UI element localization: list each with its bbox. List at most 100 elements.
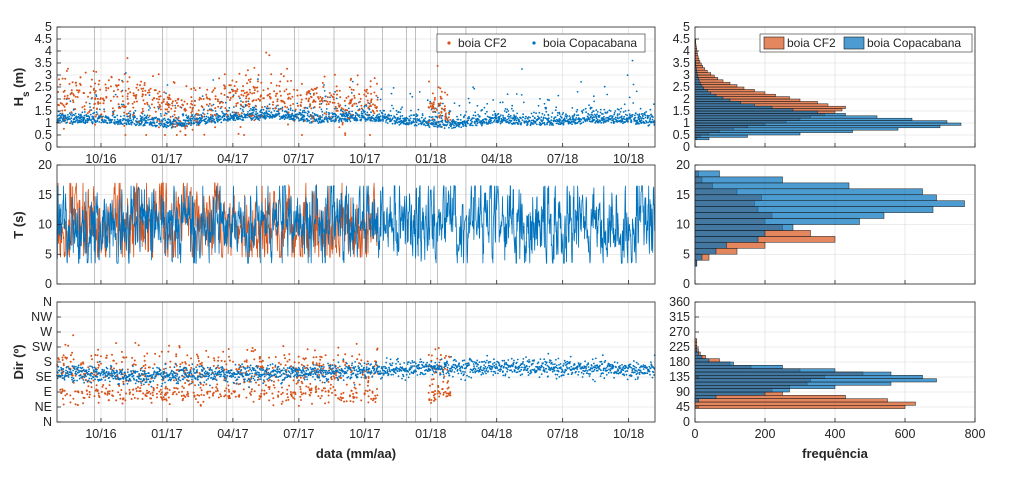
- copacabana-dir-point: [244, 378, 246, 380]
- copacabana-dir-point: [99, 374, 102, 377]
- copacabana-dir-point: [222, 369, 225, 372]
- cf2-hs-point: [167, 106, 170, 109]
- cf2-hs-point: [175, 134, 178, 136]
- cf2-dir-point: [137, 386, 139, 389]
- copacabana-hs-point: [180, 122, 183, 125]
- copacabana-hs-point: [239, 115, 242, 118]
- cf2-hs-point: [219, 101, 222, 103]
- cf2-hs-point: [255, 99, 258, 102]
- copacabana-hs-point: [590, 120, 592, 123]
- cf2-dir-point: [327, 389, 330, 392]
- copacabana-hs-point: [385, 121, 387, 123]
- cf2-hs-point: [359, 97, 362, 100]
- cf2-dir-point: [436, 357, 439, 360]
- copacabana-hs-point: [233, 113, 235, 116]
- cf2-dir-point: [277, 390, 280, 393]
- copacabana-hs-point: [129, 117, 132, 120]
- cf2-hs-point: [142, 110, 145, 113]
- copacabana-dir-point: [178, 376, 181, 378]
- copacabana-hs-point: [642, 115, 644, 117]
- cf2-hs-point: [59, 83, 62, 86]
- cf2-hs-point: [198, 98, 201, 101]
- cf2-hs-point: [279, 94, 282, 97]
- cf2-dir-point: [196, 355, 199, 358]
- cf2-hs-point: [91, 96, 93, 99]
- copacabana-hs-point: [289, 109, 292, 111]
- copacabana-hs-point: [650, 113, 652, 116]
- cf2-hs-point: [300, 82, 303, 85]
- copacabana-dir-point: [139, 369, 142, 372]
- copacabana-dir-point: [210, 376, 213, 379]
- cf2-dir-point: [225, 363, 228, 366]
- copacabana-hs-point: [378, 113, 381, 115]
- copacabana-hs-point: [414, 123, 417, 126]
- cf2-dir-point: [292, 391, 295, 394]
- copacabana-hs-point: [612, 120, 615, 123]
- copacabana-hs-point: [596, 111, 599, 113]
- copacabana-hs-point: [504, 108, 507, 110]
- cf2-hs-point: [217, 105, 220, 108]
- cf2-hs-point: [237, 112, 240, 114]
- copacabana-hs-point: [420, 116, 423, 119]
- cf2-dir-point: [281, 386, 283, 389]
- copacabana-hs-point: [57, 114, 60, 117]
- copacabana-hs-point: [107, 118, 110, 120]
- copacabana-hs-point: [638, 120, 641, 123]
- cf2-hs-point: [190, 100, 193, 103]
- copacabana-hs-point: [435, 123, 438, 126]
- copacabana-hs-point: [537, 104, 540, 107]
- copacabana-hs-point: [492, 117, 495, 120]
- cf2-hs-point: [253, 119, 256, 122]
- cf2-dir-point: [84, 379, 87, 381]
- copacabana-hs-point: [222, 112, 224, 115]
- copacabana-hs-point: [438, 120, 440, 123]
- copacabana-hs-point: [453, 121, 456, 124]
- copacabana-dir-point: [75, 370, 78, 373]
- copacabana-dir-point: [112, 374, 114, 377]
- copacabana-hs-point: [465, 125, 468, 127]
- copacabana-hs-point: [73, 118, 76, 121]
- copacabana-dir-point: [79, 374, 82, 377]
- cf2-dir-point: [211, 386, 214, 389]
- cf2-dir-point: [305, 385, 308, 388]
- copacabana-hs-point: [492, 99, 495, 101]
- copacabana-dir-point: [175, 379, 178, 382]
- copacabana-hs-point: [150, 122, 152, 125]
- copacabana-hs-point: [455, 123, 458, 126]
- cf2-dir-point: [259, 365, 262, 368]
- cf2-hs-point: [432, 101, 435, 104]
- cf2-hs-point: [333, 73, 336, 76]
- copacabana-hs-point: [481, 124, 483, 127]
- copacabana-hs-point: [236, 114, 238, 117]
- cf2-dir-point: [352, 400, 355, 403]
- copacabana-hs-point: [613, 113, 616, 116]
- cf2-hs-point: [111, 107, 114, 110]
- copacabana-dir-point: [289, 373, 292, 375]
- copacabana-hs-point: [149, 107, 152, 109]
- copacabana-hs-point: [162, 126, 165, 128]
- copacabana-hs-point: [649, 117, 652, 119]
- copacabana-hs-point: [504, 119, 507, 121]
- cf2-hs-point: [324, 99, 327, 102]
- copacabana-hs-point: [639, 107, 642, 110]
- copacabana-hs-point: [392, 87, 395, 89]
- cf2-dir-point: [280, 402, 283, 405]
- cf2-hs-point: [66, 94, 69, 97]
- cf2-hs-point: [200, 105, 203, 108]
- copacabana-hs-point: [264, 117, 267, 120]
- cf2-dir-point: [332, 386, 335, 388]
- copacabana-dir-point: [230, 369, 233, 371]
- copacabana-hs-point: [145, 117, 148, 120]
- copacabana-hs-point: [413, 114, 416, 116]
- copacabana-dir-point: [160, 385, 163, 388]
- cf2-dir-point: [235, 368, 238, 371]
- copacabana-dir-point: [261, 367, 263, 370]
- cf2-hs-point: [366, 99, 369, 102]
- cf2-dir-point: [190, 357, 192, 360]
- cf2-hs-point: [320, 99, 323, 102]
- copacabana-dir-point: [109, 374, 112, 377]
- cf2-hs-point: [291, 95, 294, 98]
- copacabana-dir-point: [217, 364, 220, 367]
- copacabana-hs-point: [126, 115, 129, 118]
- copacabana-hs-point: [310, 118, 312, 120]
